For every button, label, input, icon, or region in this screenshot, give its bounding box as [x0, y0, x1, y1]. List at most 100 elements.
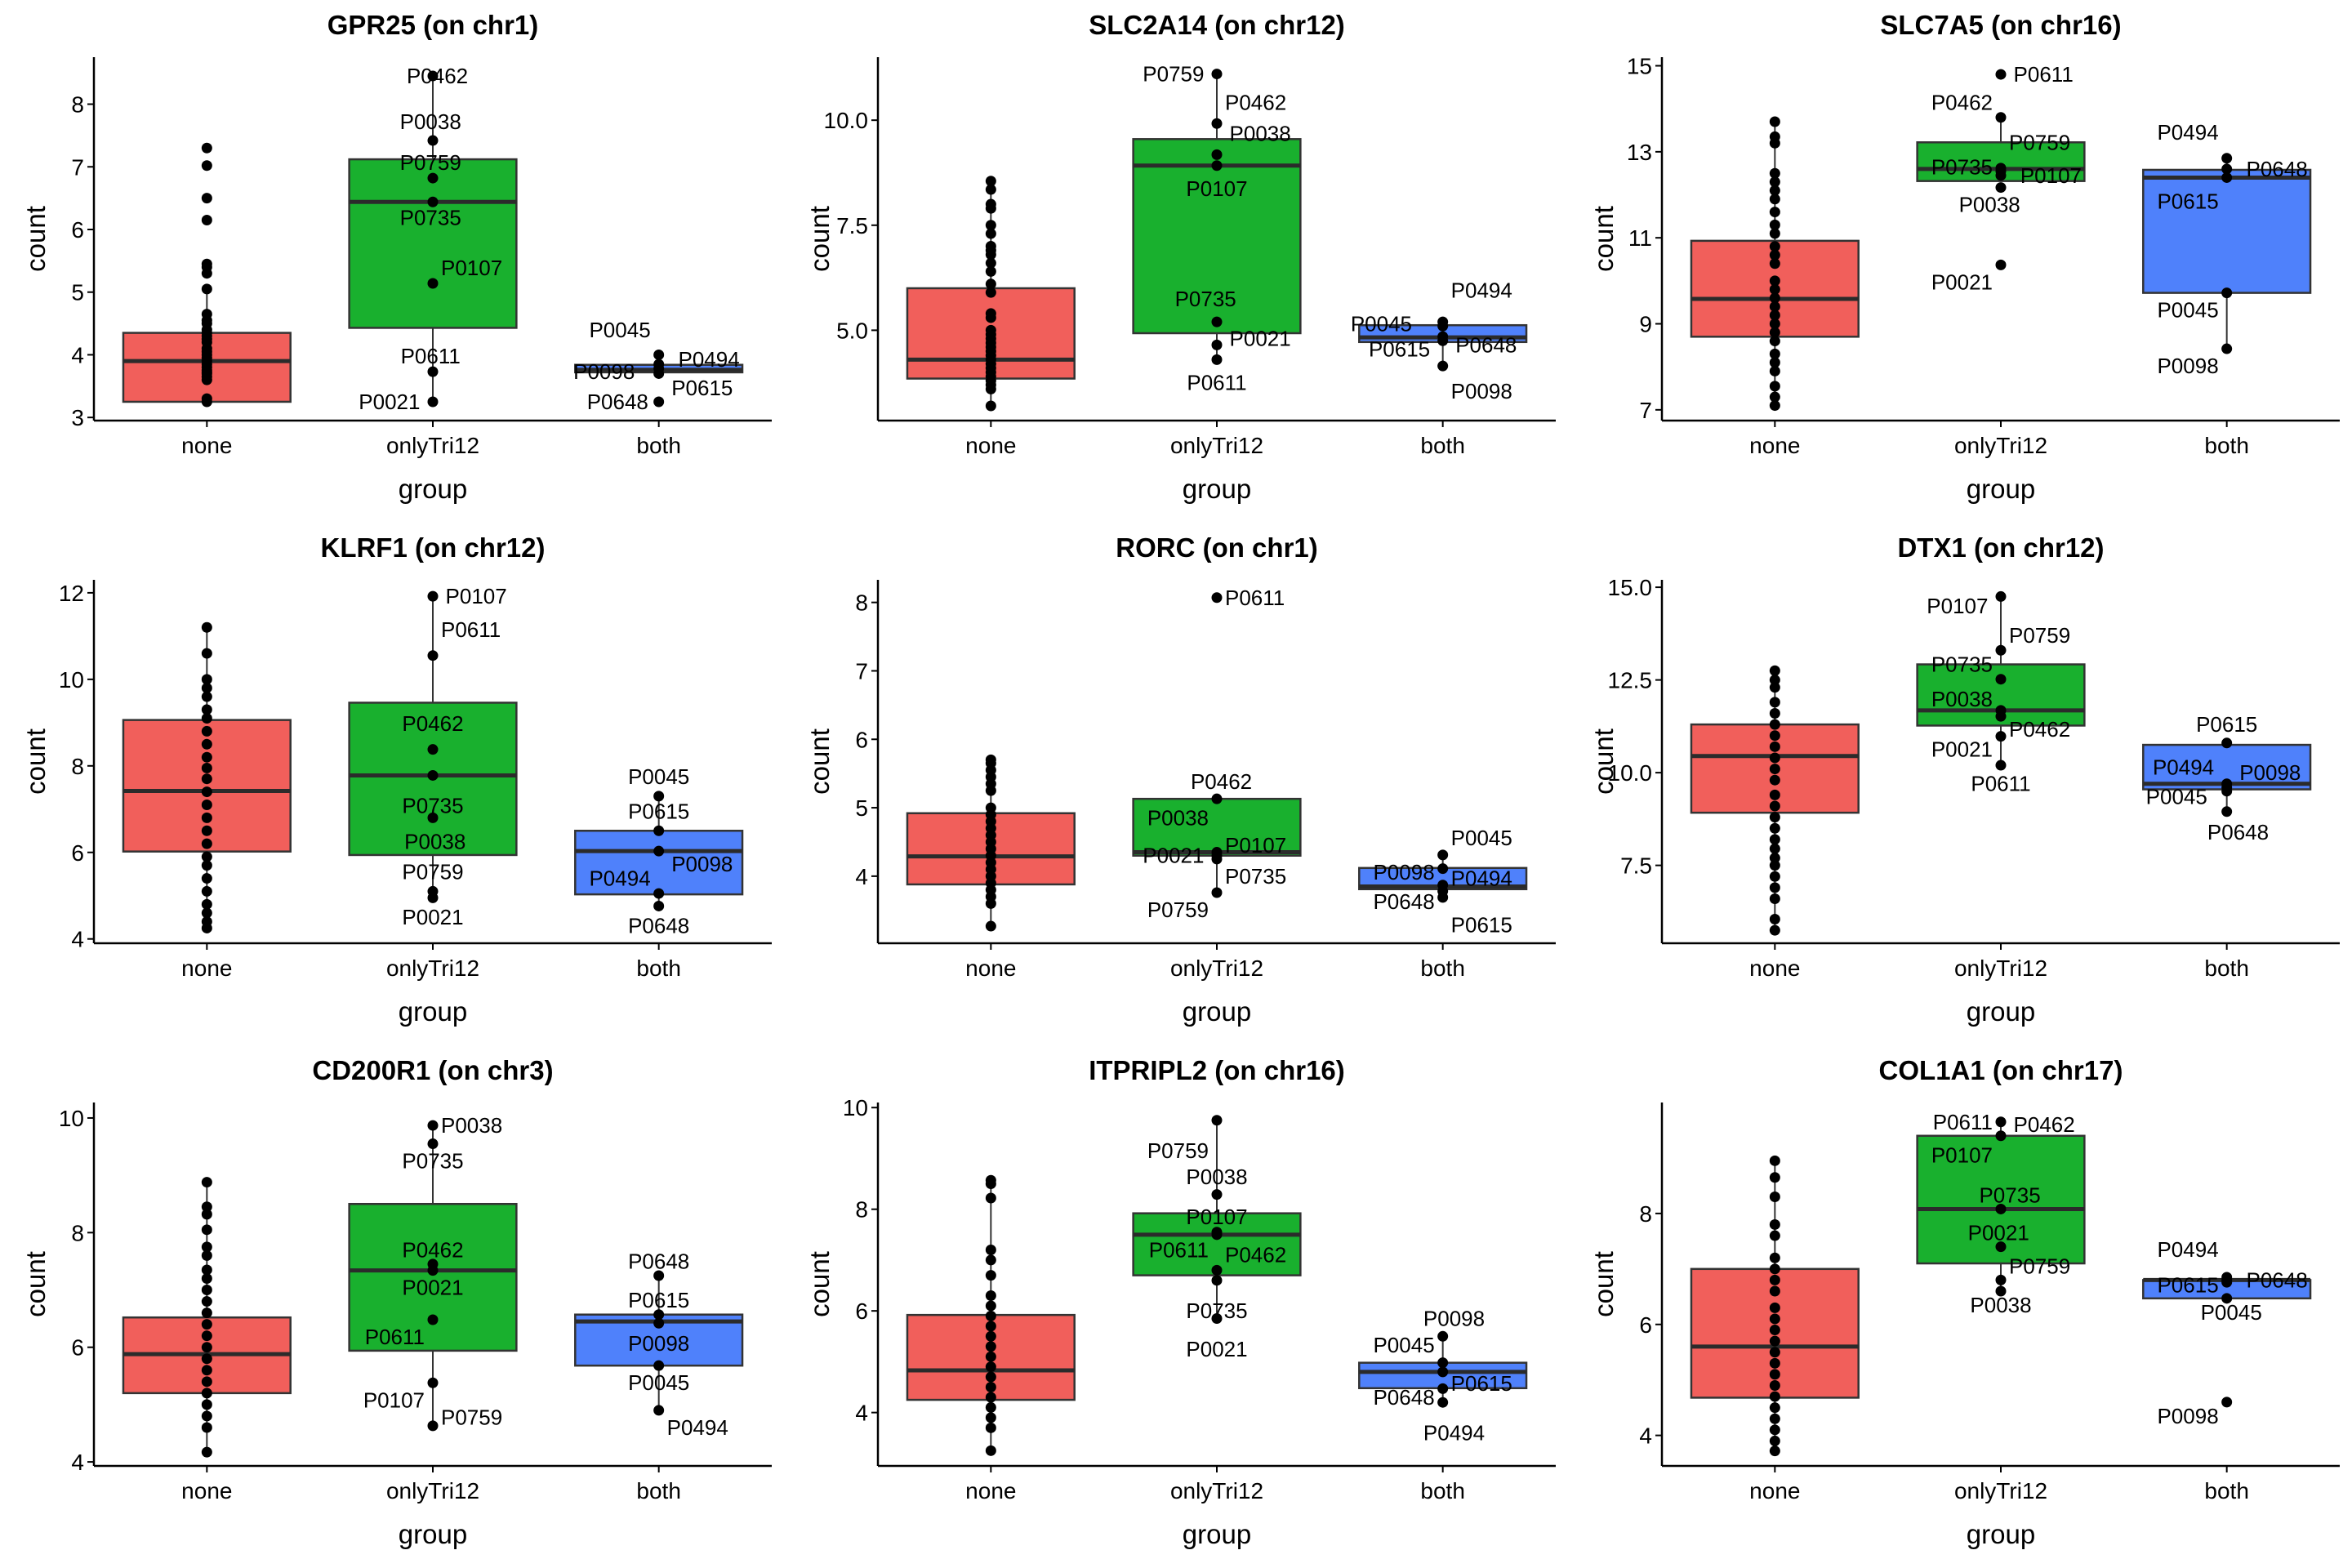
point-label: P0021	[1143, 844, 1204, 868]
point-label: P0098	[1423, 1307, 1485, 1331]
data-point	[201, 1353, 212, 1365]
data-point	[1769, 167, 1780, 179]
data-point	[1769, 207, 1780, 218]
data-point	[1769, 348, 1780, 359]
y-tick-label: 8	[855, 590, 868, 616]
x-tick-label: onlyTri12	[1954, 956, 2047, 981]
data-point	[1769, 822, 1780, 834]
point-label: P0038	[441, 1113, 502, 1138]
data-point	[201, 825, 212, 836]
data-point	[1769, 1402, 1780, 1414]
data-point	[427, 1377, 439, 1388]
data-point	[1437, 1330, 1449, 1342]
data-point	[1769, 882, 1780, 893]
point-label: P0021	[1931, 737, 1993, 762]
data-point	[1769, 1191, 1780, 1202]
point-label: P0735	[1931, 653, 1993, 677]
y-tick-label: 6	[71, 840, 84, 866]
data-point	[2221, 1276, 2233, 1288]
point-label: P0462	[1225, 91, 1286, 115]
point-label: P0038	[1147, 806, 1209, 831]
data-point	[653, 845, 665, 857]
x-axis-title: group	[1183, 996, 1251, 1027]
point-label: P0021	[1230, 327, 1291, 351]
panel-title: RORC (on chr1)	[1116, 532, 1318, 563]
data-point	[653, 888, 665, 899]
point-label: P0045	[2157, 298, 2218, 323]
data-point	[1769, 853, 1780, 864]
data-point	[653, 1360, 665, 1371]
x-tick-label: none	[181, 433, 232, 458]
data-point	[201, 1376, 212, 1388]
data-point	[1769, 675, 1780, 686]
point-label: P0107	[1186, 176, 1247, 201]
data-point	[201, 704, 212, 715]
x-tick-label: both	[1420, 433, 1465, 458]
data-point	[985, 1300, 996, 1312]
point-label: P0494	[2157, 1237, 2218, 1262]
y-tick-label: 7.5	[836, 213, 868, 238]
point-label: P0759	[1147, 1138, 1209, 1163]
x-axis-title: group	[1183, 1519, 1251, 1549]
data-point	[201, 1264, 212, 1276]
data-point	[427, 892, 439, 903]
point-label: P0735	[1931, 154, 1993, 179]
data-point	[985, 1330, 996, 1342]
x-tick-label: both	[636, 956, 681, 981]
x-tick-label: none	[965, 1478, 1016, 1503]
data-point	[201, 773, 212, 785]
data-point	[1769, 1274, 1780, 1285]
data-point	[985, 1401, 996, 1413]
data-point	[1769, 1252, 1780, 1263]
point-label: P0098	[671, 852, 733, 876]
point-label: P0615	[628, 1288, 689, 1312]
data-point	[1211, 149, 1223, 160]
point-label: P0462	[407, 64, 468, 88]
point-label: P0021	[1186, 1337, 1247, 1361]
panel-title: KLRF1 (on chr12)	[320, 532, 545, 563]
data-point	[1995, 112, 2007, 123]
y-tick-label: 5	[855, 795, 868, 821]
data-point	[1769, 283, 1780, 295]
data-point	[1769, 741, 1780, 752]
point-label: P0045	[2146, 785, 2207, 809]
data-point	[1769, 1155, 1780, 1166]
data-point	[985, 1321, 996, 1332]
data-point	[1769, 1335, 1780, 1347]
data-point	[985, 1351, 996, 1362]
point-label: P0107	[1186, 1205, 1247, 1229]
point-label: P0038	[1959, 193, 2020, 217]
data-point	[1211, 853, 1223, 865]
data-point	[201, 160, 212, 172]
y-tick-label: 4	[71, 1450, 84, 1475]
x-tick-label: both	[1420, 956, 1465, 981]
y-tick-label: 6	[1639, 1312, 1652, 1338]
y-tick-label: 6	[71, 1335, 84, 1361]
point-label: P0759	[402, 860, 463, 884]
x-axis-title: group	[399, 996, 467, 1027]
data-point	[1769, 860, 1780, 871]
data-point	[985, 1341, 996, 1352]
data-point	[1769, 1357, 1780, 1369]
data-point	[985, 1445, 996, 1456]
point-label: P0735	[400, 205, 461, 229]
point-label: P0098	[2157, 354, 2218, 378]
data-point	[1995, 1241, 2007, 1253]
data-point	[1995, 1274, 2007, 1285]
data-point	[1769, 752, 1780, 764]
data-point	[1769, 258, 1780, 270]
y-tick-label: 8	[71, 92, 84, 118]
data-point	[201, 851, 212, 862]
point-label: P0098	[1373, 860, 1434, 884]
point-label: P0615	[671, 376, 733, 400]
data-point	[1769, 275, 1780, 287]
data-point	[427, 744, 439, 755]
y-tick-label: 10.0	[824, 108, 869, 133]
x-tick-label: none	[965, 433, 1016, 458]
data-point	[1995, 69, 2007, 80]
data-point	[427, 1120, 439, 1131]
y-tick-label: 11	[1628, 225, 1652, 251]
data-point	[1995, 1130, 2007, 1142]
data-point	[427, 812, 439, 823]
data-point	[1211, 354, 1223, 365]
